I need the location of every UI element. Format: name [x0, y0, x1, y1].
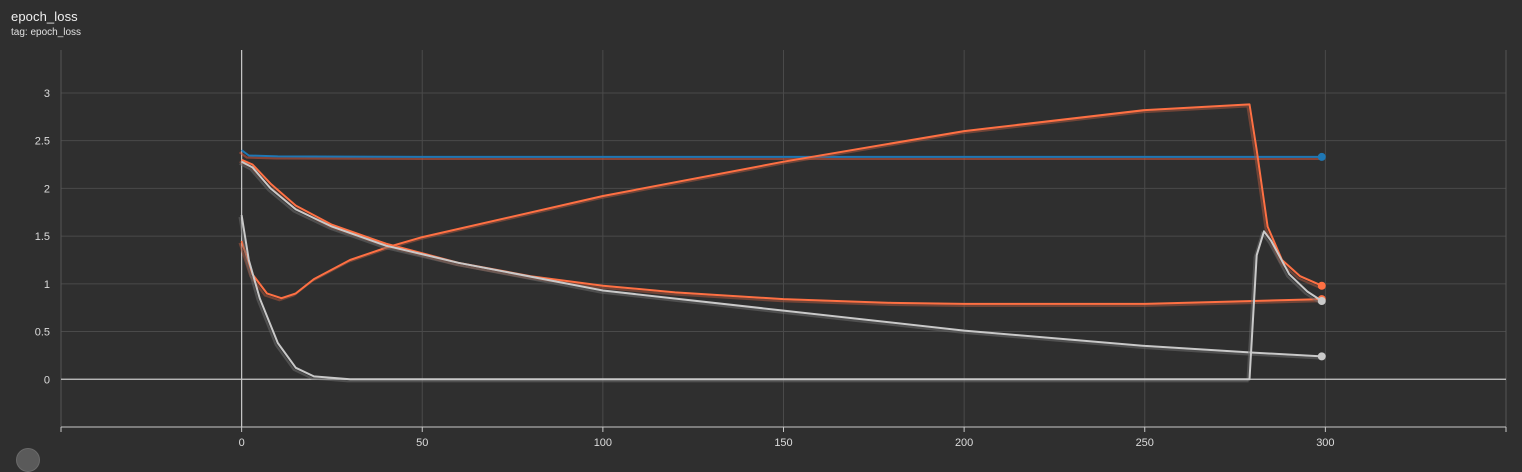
x-tick-label: 100 [594, 437, 612, 449]
series-line [241, 160, 1322, 358]
series-end-point [1317, 281, 1326, 290]
chart-title: epoch_loss [11, 9, 78, 24]
x-tick-label: 50 [416, 437, 428, 449]
series-line [240, 214, 1323, 381]
series-end-point [1317, 352, 1326, 361]
loss-line-chart[interactable]: 0 50 100 150 200 250 300 0 0.5 1 1.5 2 2.5 3 [0, 0, 1522, 453]
y-tick-label: 2 [44, 183, 50, 195]
series-line [241, 158, 1322, 305]
x-tick-label: 0 [239, 437, 245, 449]
x-tick-label: 250 [1136, 437, 1154, 449]
y-tick-label: 1.5 [35, 231, 50, 243]
y-tick-label: 3 [44, 88, 50, 100]
y-tick-label: 0.5 [35, 327, 50, 339]
expand-button[interactable] [16, 448, 40, 472]
series-line [241, 149, 1322, 158]
series-end-point [1317, 152, 1326, 161]
x-tick-label: 150 [774, 437, 792, 449]
x-tick-label: 200 [955, 437, 973, 449]
series-raw-line [239, 162, 1320, 360]
series-end-point [1317, 297, 1326, 306]
y-tick-label: 0 [44, 374, 50, 386]
y-tick-label: 2.5 [35, 136, 50, 148]
y-tick-label: 1 [44, 279, 50, 291]
series-raw-line [238, 216, 1321, 383]
series-raw-line [238, 105, 1321, 302]
series-line [240, 103, 1323, 300]
x-tick-label: 300 [1316, 437, 1334, 449]
chart-tag: tag: epoch_loss [11, 27, 82, 38]
series-raw-line [238, 151, 1320, 160]
